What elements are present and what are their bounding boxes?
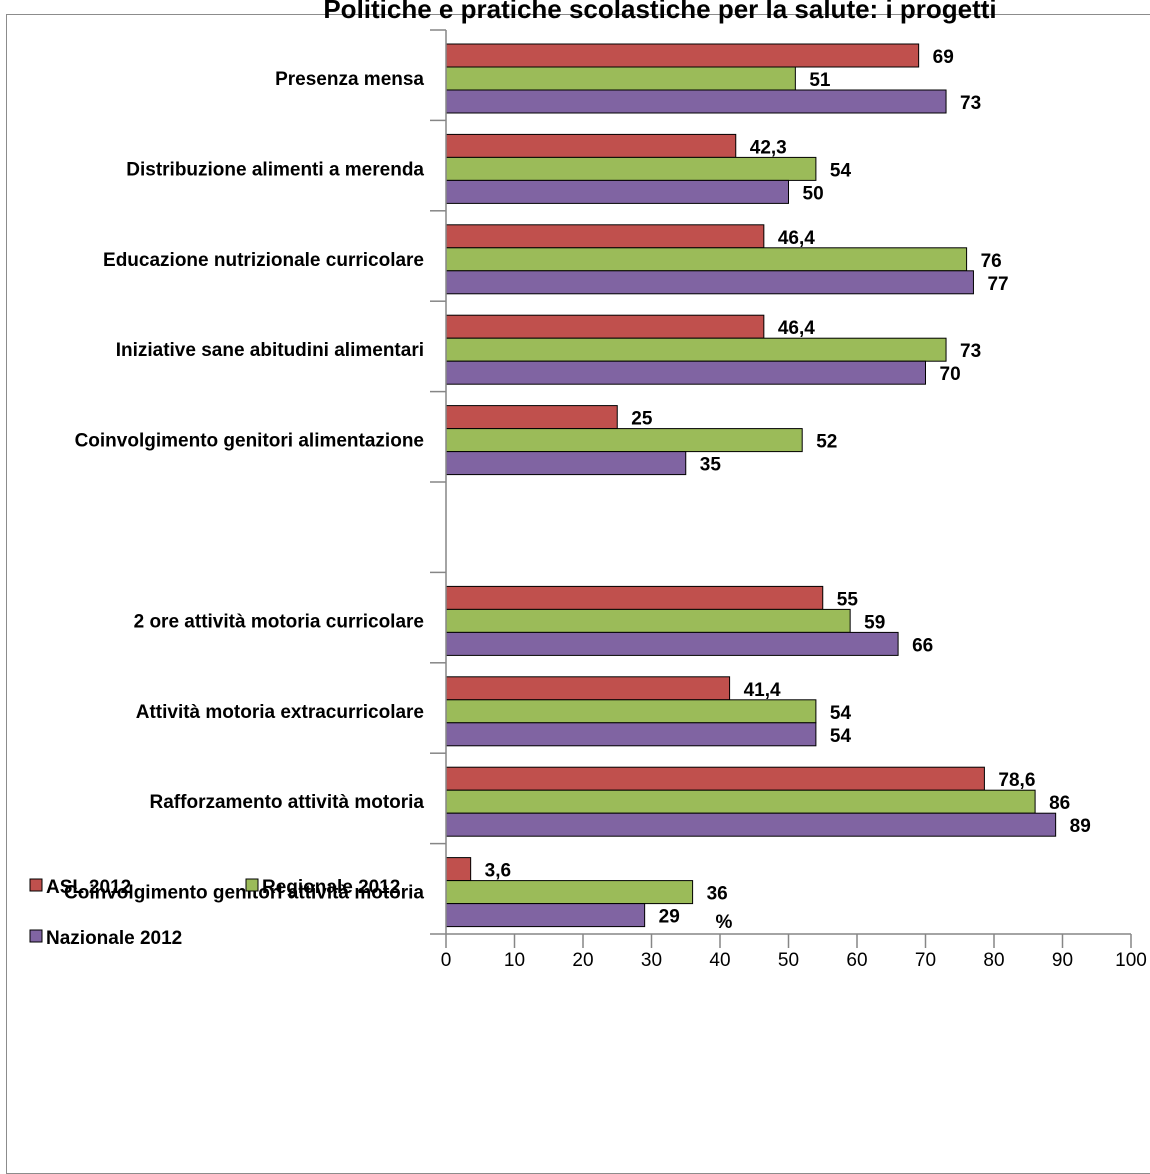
bar-asl xyxy=(445,585,824,610)
data-label: 35 xyxy=(700,455,722,476)
bar-regionale xyxy=(445,608,851,633)
data-label: 70 xyxy=(940,364,961,385)
data-label: 77 xyxy=(987,274,1008,295)
category-label: Attività motoria extracurricolare xyxy=(136,702,424,723)
data-label: 69 xyxy=(933,47,954,68)
bar-nazionale xyxy=(445,451,687,476)
bar-asl xyxy=(445,133,737,158)
bar-asl xyxy=(445,857,472,882)
bar-asl xyxy=(445,314,765,339)
category-label: Coinvolgimento genitori alimentazione xyxy=(75,431,424,452)
legend-label-regionale: Regionale 2012 xyxy=(262,877,400,898)
x-tick-label: 40 xyxy=(709,950,730,971)
bar-chart: 69 51 73 Presenza mensa 42,3 54 50 Distribuzion… xyxy=(29,29,1147,971)
data-label: 52 xyxy=(816,432,837,453)
data-label: 89 xyxy=(1070,816,1091,837)
legend-swatch-regionale xyxy=(245,878,259,892)
data-label: 54 xyxy=(830,703,852,724)
bar-regionale xyxy=(445,66,796,91)
bar-nazionale xyxy=(445,360,926,385)
data-label: 46,4 xyxy=(778,318,815,339)
bar-asl xyxy=(445,405,618,430)
bar-nazionale xyxy=(445,270,974,295)
bar-nazionale xyxy=(445,89,947,114)
x-tick-label: 80 xyxy=(983,950,1004,971)
data-label: 73 xyxy=(960,93,981,114)
x-tick-label: 20 xyxy=(572,950,593,971)
category-label: Educazione nutrizionale curricolare xyxy=(103,250,424,271)
category-label: 2 ore attività motoria curricolare xyxy=(134,611,424,632)
x-tick-label: 100 xyxy=(1115,950,1147,971)
x-tick-label: 60 xyxy=(846,950,867,971)
bar-asl xyxy=(445,766,985,791)
bars-layer xyxy=(445,43,1057,928)
bar-nazionale xyxy=(445,903,646,928)
bar-regionale xyxy=(445,156,817,181)
data-label: 25 xyxy=(631,409,653,430)
category-label: Iniziative sane abitudini alimentari xyxy=(116,340,424,361)
x-tick-label: 30 xyxy=(641,950,662,971)
x-tick-label: 70 xyxy=(915,950,936,971)
legend-label-asl: ASL 2012 xyxy=(46,877,131,898)
x-tick-label: 50 xyxy=(778,950,799,971)
bar-asl xyxy=(445,43,920,68)
data-label: 50 xyxy=(803,183,824,204)
data-label: 29 xyxy=(659,907,680,928)
data-label: 51 xyxy=(809,70,831,91)
legend-swatch-nazionale xyxy=(29,929,43,943)
bar-nazionale xyxy=(445,812,1057,837)
data-label: 54 xyxy=(830,160,852,181)
bar-regionale xyxy=(445,247,968,272)
data-label: 66 xyxy=(912,635,933,656)
bar-nazionale xyxy=(445,631,899,656)
data-label: 55 xyxy=(837,589,859,610)
axes-layer xyxy=(430,29,1132,948)
x-tick-label: 90 xyxy=(1052,950,1073,971)
bar-nazionale xyxy=(445,722,817,747)
bar-regionale xyxy=(445,789,1036,814)
data-label: 36 xyxy=(707,884,728,905)
bar-asl xyxy=(445,676,731,701)
category-label: Presenza mensa xyxy=(275,69,424,90)
bar-regionale xyxy=(445,699,817,724)
bar-asl xyxy=(445,224,765,249)
data-label: 42,3 xyxy=(750,137,787,158)
bar-regionale xyxy=(445,880,694,905)
category-label: Coinvolgimento genitori attività motoria xyxy=(64,883,424,904)
category-label: Distribuzione alimenti a merenda xyxy=(126,159,424,180)
data-label: 86 xyxy=(1049,793,1070,814)
bar-nazionale xyxy=(445,179,789,204)
x-tick-label: 10 xyxy=(504,950,525,971)
chart-title: Politiche e pratiche scolastiche per la … xyxy=(323,0,997,24)
x-axis-title: % xyxy=(716,912,733,933)
data-label: 3,6 xyxy=(485,861,511,882)
data-label: 73 xyxy=(960,341,981,362)
data-label: 78,6 xyxy=(998,770,1035,791)
category-label: Rafforzamento attività motoria xyxy=(150,792,425,813)
labels-layer: 69 51 73 Presenza mensa 42,3 54 50 Distribuzion… xyxy=(64,47,1147,971)
data-label: 41,4 xyxy=(744,680,781,701)
x-tick-label: 0 xyxy=(441,950,452,971)
data-label: 59 xyxy=(864,612,885,633)
data-label: 46,4 xyxy=(778,228,815,249)
legend-label-nazionale: Nazionale 2012 xyxy=(46,928,182,949)
data-label: 54 xyxy=(830,726,852,747)
legend-swatch-asl xyxy=(29,878,43,892)
bar-regionale xyxy=(445,337,947,362)
legend: ASL 2012 Regionale 2012 Nazionale 2012 xyxy=(29,877,400,949)
bar-regionale xyxy=(445,428,803,453)
data-label: 76 xyxy=(981,251,1002,272)
